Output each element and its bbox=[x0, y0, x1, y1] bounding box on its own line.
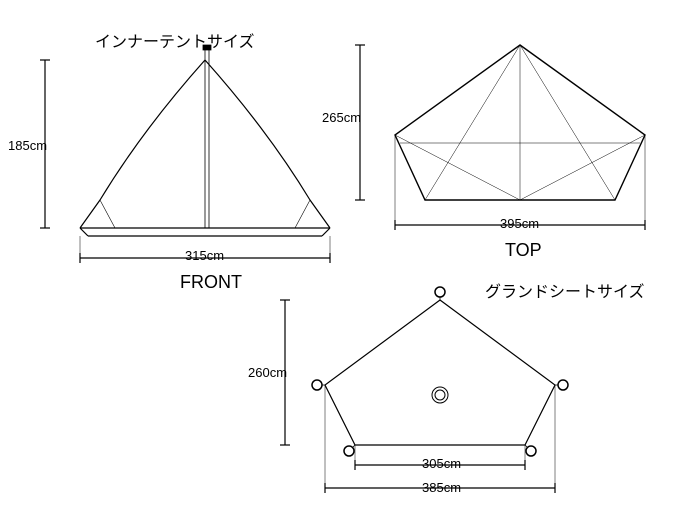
ground-width-inner-label: 305cm bbox=[422, 456, 461, 471]
front-view-label: FRONT bbox=[180, 272, 242, 293]
top-view-label: TOP bbox=[505, 240, 542, 261]
ground-width-outer-label: 385cm bbox=[422, 480, 461, 495]
top-height-label: 265cm bbox=[322, 110, 361, 125]
front-title: インナーテントサイズ bbox=[95, 28, 255, 52]
ground-height-label: 260cm bbox=[248, 365, 287, 380]
front-height-label: 185cm bbox=[8, 138, 47, 153]
front-width-label: 315cm bbox=[185, 248, 224, 263]
top-width-label: 395cm bbox=[500, 216, 539, 231]
ground-title: グランドシートサイズ bbox=[485, 278, 645, 302]
